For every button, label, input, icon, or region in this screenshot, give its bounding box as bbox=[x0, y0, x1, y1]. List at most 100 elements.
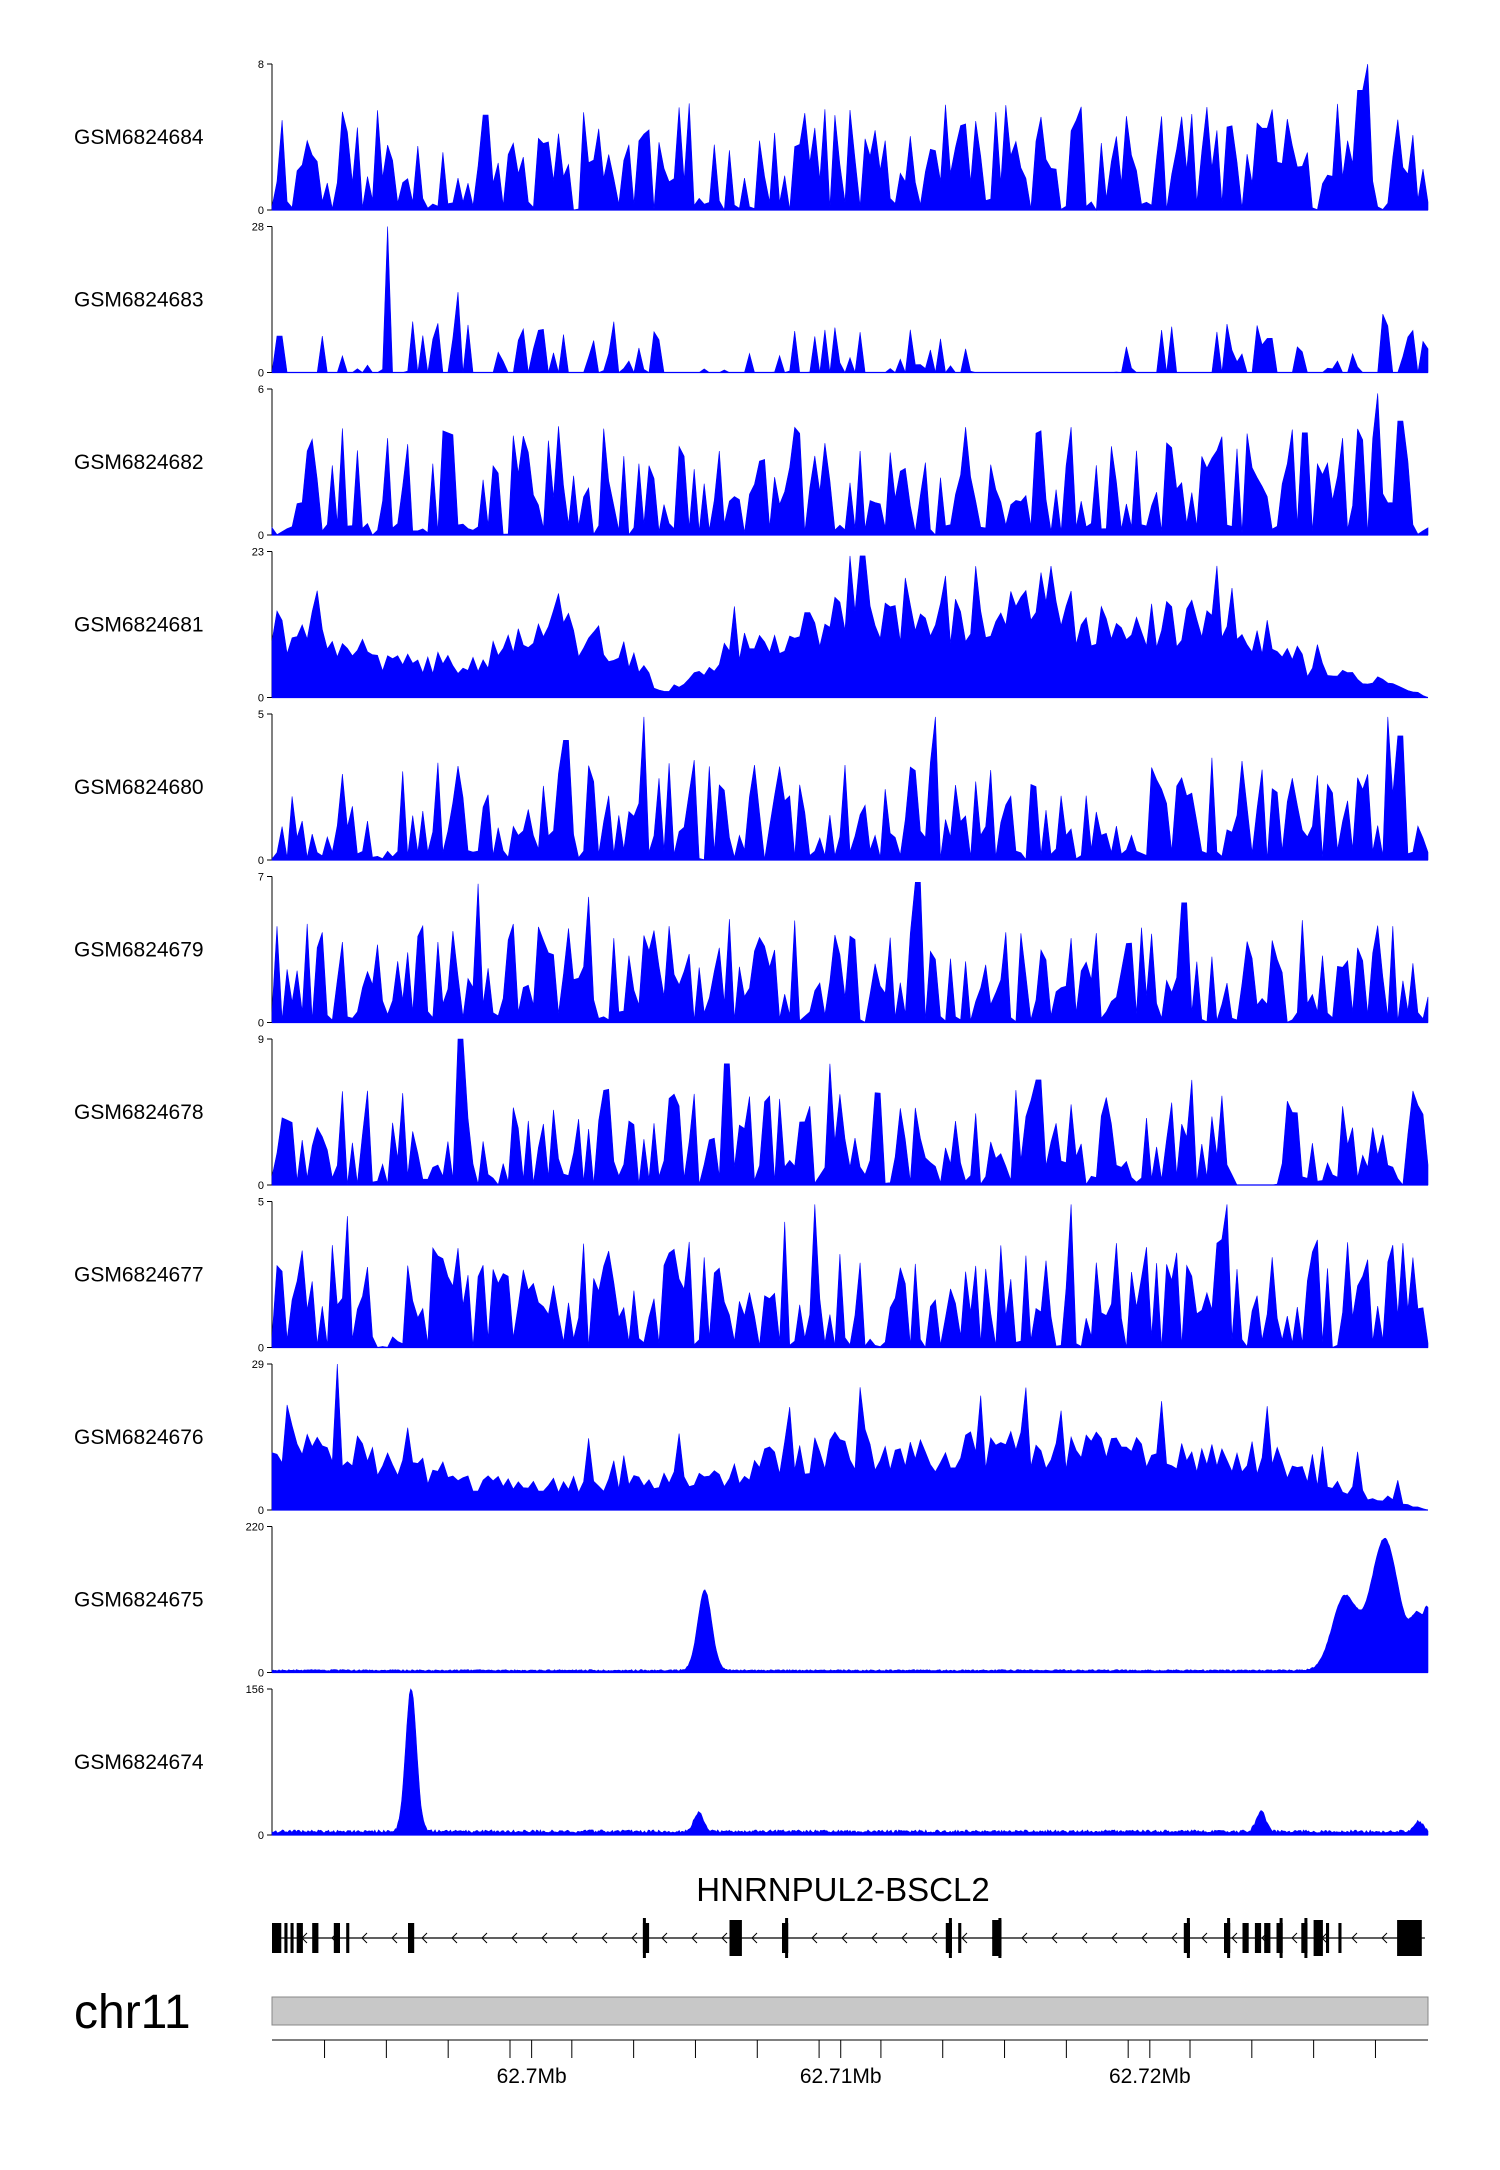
strand-arrow-icon bbox=[541, 1932, 548, 1944]
strand-arrow-icon bbox=[871, 1932, 878, 1944]
track-GSM6824677: GSM6824677 5 0 bbox=[74, 1197, 1429, 1355]
gene-exon bbox=[1412, 1920, 1422, 1956]
y-min-label: 0 bbox=[258, 1505, 264, 1517]
strand-arrow-icon bbox=[361, 1932, 368, 1944]
y-max-label: 9 bbox=[258, 1034, 264, 1046]
strand-arrow-icon bbox=[571, 1932, 578, 1944]
strand-arrow-icon bbox=[391, 1932, 398, 1944]
y-max-label: 156 bbox=[246, 1684, 264, 1696]
strand-arrow-icon bbox=[751, 1932, 758, 1944]
track-label: GSM6824684 bbox=[74, 126, 204, 149]
signal-area bbox=[271, 1363, 1429, 1511]
track-label: GSM6824680 bbox=[74, 776, 204, 799]
y-min-label: 0 bbox=[258, 1180, 264, 1192]
y-max-label: 5 bbox=[258, 709, 264, 721]
strand-arrow-icon bbox=[511, 1932, 518, 1944]
y-min-label: 0 bbox=[258, 205, 264, 217]
gene-exon bbox=[296, 1923, 303, 1953]
strand-arrow-icon bbox=[1381, 1932, 1388, 1944]
strand-arrow-icon bbox=[631, 1932, 638, 1944]
gene-exon bbox=[1304, 1918, 1308, 1958]
gene-exon bbox=[785, 1918, 789, 1958]
gene-exon bbox=[729, 1920, 742, 1956]
track-GSM6824674: GSM6824674 156 0 bbox=[74, 1684, 1429, 1842]
signal-area bbox=[271, 1688, 1429, 1836]
strand-arrow-icon bbox=[1291, 1932, 1298, 1944]
gene-exon bbox=[290, 1923, 294, 1953]
track-label: GSM6824674 bbox=[74, 1751, 204, 1774]
track-label: GSM6824675 bbox=[74, 1589, 204, 1612]
signal-tracks: GSM682468480GSM6824683280GSM682468260GSM… bbox=[74, 59, 1429, 1842]
y-max-label: 6 bbox=[258, 384, 264, 396]
strand-arrow-icon bbox=[1051, 1932, 1058, 1944]
strand-arrow-icon bbox=[961, 1932, 968, 1944]
y-max-label: 29 bbox=[252, 1359, 264, 1371]
strand-arrow-icon bbox=[1081, 1932, 1088, 1944]
gene-exon bbox=[333, 1923, 340, 1953]
track-label: GSM6824679 bbox=[74, 939, 204, 962]
y-max-label: 23 bbox=[252, 547, 264, 559]
y-min-label: 0 bbox=[258, 530, 264, 542]
signal-area bbox=[271, 716, 1429, 861]
track-GSM6824683: GSM6824683 28 0 bbox=[74, 222, 1429, 380]
track-label: GSM6824681 bbox=[74, 614, 204, 637]
y-min-label: 0 bbox=[258, 1668, 264, 1680]
track-label: GSM6824678 bbox=[74, 1101, 204, 1124]
gene-exon bbox=[1254, 1923, 1262, 1953]
strand-arrow-icon bbox=[901, 1932, 908, 1944]
gene-exon bbox=[1338, 1923, 1342, 1953]
gene-exon bbox=[1186, 1918, 1190, 1958]
gene-exon bbox=[1397, 1920, 1413, 1956]
chromosome-ideogram bbox=[271, 1996, 1429, 2026]
y-max-label: 5 bbox=[258, 1197, 264, 1209]
gene-exon bbox=[1227, 1918, 1231, 1958]
y-max-label: 7 bbox=[258, 872, 264, 884]
strand-arrow-icon bbox=[1111, 1932, 1118, 1944]
track-GSM6824682: GSM6824682 6 0 bbox=[74, 384, 1429, 542]
signal-area bbox=[271, 1204, 1429, 1349]
strand-arrow-icon bbox=[931, 1932, 938, 1944]
gene-exon bbox=[1279, 1918, 1283, 1958]
y-min-label: 0 bbox=[258, 1830, 264, 1842]
signal-area bbox=[271, 882, 1429, 1023]
strand-arrow-icon bbox=[451, 1932, 458, 1944]
signal-area bbox=[271, 63, 1429, 211]
y-min-label: 0 bbox=[258, 855, 264, 867]
x-axis-tick-label: 62.7Mb bbox=[497, 2065, 567, 2088]
strand-arrow-icon bbox=[691, 1932, 698, 1944]
y-min-label: 0 bbox=[258, 1018, 264, 1030]
y-min-label: 0 bbox=[258, 368, 264, 380]
strand-arrow-icon bbox=[1021, 1932, 1028, 1944]
gene-track: HNRNPUL2-BSCL2 bbox=[272, 1871, 1425, 1958]
gene-name-label: HNRNPUL2-BSCL2 bbox=[696, 1871, 989, 1908]
track-GSM6824680: GSM6824680 5 0 bbox=[74, 709, 1429, 867]
track-label: GSM6824682 bbox=[74, 451, 204, 474]
y-max-label: 220 bbox=[246, 1522, 264, 1534]
track-GSM6824676: GSM6824676 29 0 bbox=[74, 1359, 1429, 1517]
chromosome-label: chr11 bbox=[74, 1986, 191, 2039]
strand-arrow-icon bbox=[811, 1932, 818, 1944]
track-GSM6824681: GSM6824681 23 0 bbox=[74, 547, 1429, 705]
track-label: GSM6824676 bbox=[74, 1426, 204, 1449]
strand-arrow-icon bbox=[841, 1932, 848, 1944]
gene-exon bbox=[272, 1923, 282, 1953]
gene-exon bbox=[408, 1923, 415, 1953]
gene-exon bbox=[1326, 1923, 1330, 1953]
gene-exon bbox=[642, 1923, 650, 1953]
strand-arrow-icon bbox=[1231, 1932, 1238, 1944]
strand-arrow-icon bbox=[481, 1932, 488, 1944]
gene-exon bbox=[992, 1920, 1002, 1956]
track-label: GSM6824677 bbox=[74, 1264, 204, 1287]
signal-area bbox=[271, 1537, 1429, 1673]
y-min-label: 0 bbox=[258, 1343, 264, 1355]
strand-arrow-icon bbox=[721, 1932, 728, 1944]
gene-exon bbox=[1242, 1923, 1249, 1953]
gene-exon bbox=[998, 1918, 1002, 1958]
strand-arrow-icon bbox=[1171, 1932, 1178, 1944]
signal-area bbox=[271, 1038, 1429, 1186]
gene-exon bbox=[958, 1923, 962, 1953]
strand-arrow-icon bbox=[661, 1932, 668, 1944]
x-axis-tick-label: 62.71Mb bbox=[800, 2065, 882, 2088]
gene-exon bbox=[284, 1923, 288, 1953]
